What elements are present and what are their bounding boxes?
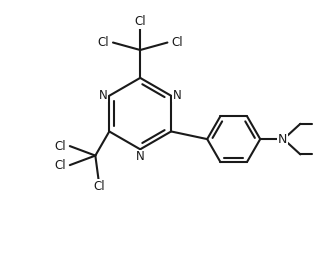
Text: N: N bbox=[135, 150, 144, 163]
Text: N: N bbox=[173, 88, 182, 102]
Text: Cl: Cl bbox=[54, 140, 66, 152]
Text: Cl: Cl bbox=[171, 36, 183, 49]
Text: Cl: Cl bbox=[54, 159, 66, 172]
Text: N: N bbox=[278, 133, 287, 146]
Text: Cl: Cl bbox=[134, 15, 146, 28]
Text: N: N bbox=[98, 88, 107, 102]
Text: Cl: Cl bbox=[93, 180, 105, 193]
Text: Cl: Cl bbox=[98, 36, 109, 49]
